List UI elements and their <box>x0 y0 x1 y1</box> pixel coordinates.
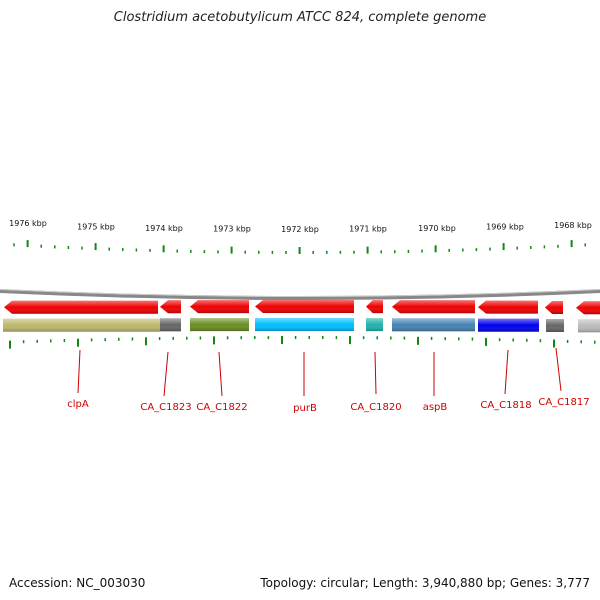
gene-arrow-shade <box>4 300 158 314</box>
genome-title: Clostridium acetobutylicum ATCC 824, com… <box>113 10 487 25</box>
gene-arrow-shade <box>255 300 354 314</box>
gene-arrow-shade <box>545 301 563 315</box>
kbp-label: 1973 kbp <box>213 225 251 234</box>
gene-bar-shade <box>392 318 475 332</box>
lower-tick-marks <box>9 336 596 349</box>
kbp-label: 1974 kbp <box>145 224 183 233</box>
gene-arrow-shade <box>392 300 475 314</box>
kbp-label: 1972 kbp <box>281 225 319 234</box>
leader-line <box>374 351 377 395</box>
gene-arrow-shade <box>576 301 600 315</box>
gene-label: CA_C1818 <box>480 400 531 411</box>
kbp-label: 1975 kbp <box>77 223 115 232</box>
gene-label: CA_C1820 <box>350 402 401 413</box>
leader-line <box>163 351 169 397</box>
gene-bar-shade <box>546 319 564 332</box>
gene-label: CA_C1823 <box>140 402 191 413</box>
accession-text: Accession: NC_003030 <box>9 576 146 590</box>
gene-bar-shade <box>160 318 181 332</box>
gene-label: clpA <box>67 399 89 410</box>
kbp-scale-labels: 1976 kbp 1975 kbp 1974 kbp 1973 kbp 1972 kbp… <box>9 219 592 234</box>
gene-arrow-shade <box>366 300 383 314</box>
genome-summary-text: Topology: circular; Length: 3,940,880 bp… <box>260 576 590 590</box>
kbp-label: 1971 kbp <box>349 225 387 234</box>
genome-backbone <box>0 289 600 300</box>
leader-line <box>218 351 223 397</box>
leader-line <box>504 349 509 395</box>
gene-arrow-shade <box>478 300 538 314</box>
kbp-label: 1968 kbp <box>554 221 592 230</box>
gene-bar-shade <box>255 318 354 331</box>
gene-label: CA_C1822 <box>196 402 247 413</box>
leader-line <box>555 347 562 392</box>
gene-bar-shade <box>578 319 600 333</box>
gene-bar-shade <box>366 318 383 332</box>
leader-line <box>77 349 81 394</box>
upper-tick-marks <box>13 240 586 254</box>
gene-label: aspB <box>423 402 448 413</box>
kbp-label: 1976 kbp <box>9 219 47 228</box>
gene-arrows <box>4 300 600 315</box>
gene-label: CA_C1817 <box>538 397 589 408</box>
gene-bar-shade <box>478 318 539 332</box>
gene-arrow-shade <box>160 300 181 314</box>
gene-labels: clpA CA_C1823 CA_C1822 purB CA_C1820 aspB CA_C… <box>67 347 590 414</box>
gene-color-bars <box>3 318 600 333</box>
kbp-label: 1970 kbp <box>418 224 456 233</box>
gene-bar-shade <box>3 318 160 332</box>
gene-label: purB <box>293 403 317 414</box>
kbp-label: 1969 kbp <box>486 223 524 232</box>
gene-arrow-shade <box>190 300 249 314</box>
gene-bar-shade <box>190 318 249 332</box>
